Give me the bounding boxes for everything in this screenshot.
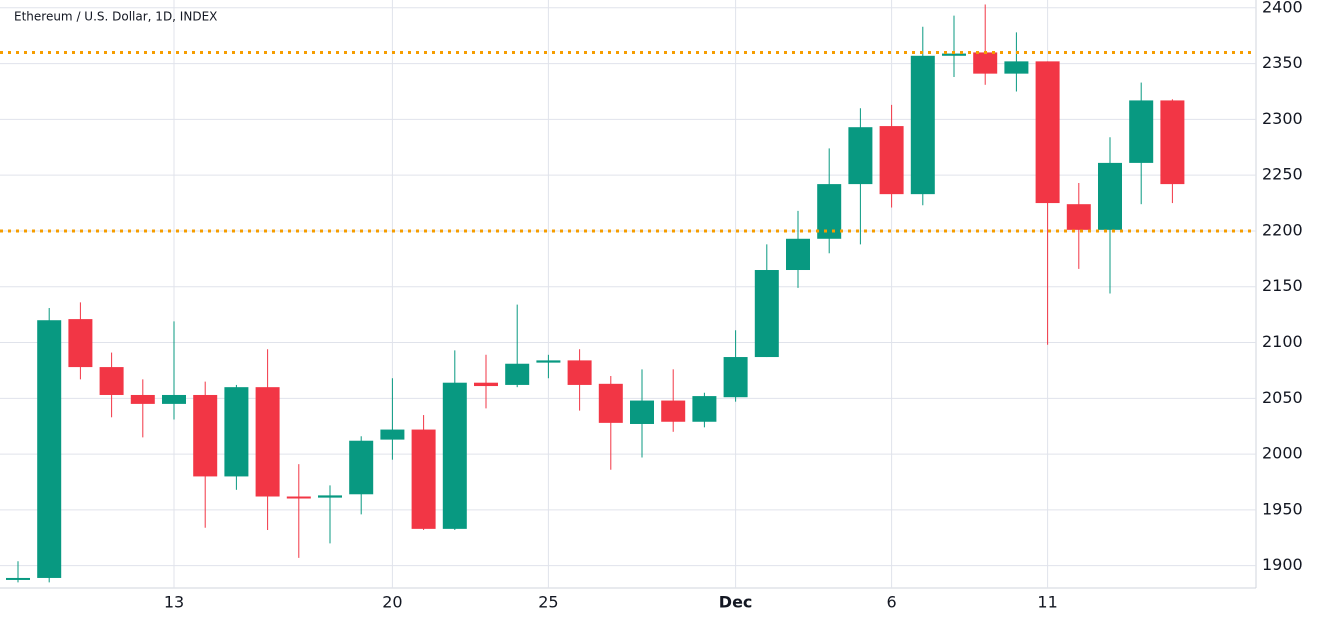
- candle-body: [224, 387, 249, 477]
- candle-body: [505, 363, 530, 385]
- candle-body: [193, 394, 218, 477]
- candle-body: [99, 367, 124, 395]
- candle-body: [567, 360, 592, 385]
- candle-body: [692, 396, 717, 422]
- candle-body: [942, 53, 966, 56]
- candle-body: [848, 127, 873, 185]
- candle-body: [879, 126, 904, 195]
- candle-body: [380, 429, 405, 440]
- y-tick-label: 2050: [1262, 388, 1303, 407]
- candle-body: [754, 270, 779, 358]
- candle-body: [286, 496, 311, 499]
- x-tick-label: 13: [164, 593, 184, 612]
- candle-body: [411, 429, 436, 529]
- candle-body: [1129, 100, 1154, 163]
- candle-body: [598, 383, 623, 423]
- candle-body: [973, 52, 998, 74]
- y-tick-label: 2200: [1262, 220, 1303, 239]
- x-tick-label: Dec: [719, 593, 753, 612]
- y-tick-label: 2000: [1262, 444, 1303, 463]
- candle-body: [723, 357, 748, 398]
- candle-body: [37, 320, 62, 578]
- candle-body: [536, 360, 561, 363]
- candle-body: [1066, 204, 1091, 230]
- y-tick-label: 1900: [1262, 555, 1303, 574]
- candle-body: [910, 55, 935, 195]
- candle-body: [817, 184, 842, 239]
- candle-body: [349, 440, 374, 495]
- candle-body: [442, 382, 467, 529]
- candle-body: [1160, 100, 1185, 185]
- x-tick-label: 6: [887, 593, 897, 612]
- y-tick-label: 1950: [1262, 499, 1303, 518]
- candle-body: [130, 394, 155, 404]
- candle-body: [162, 394, 186, 404]
- candle-body: [318, 495, 342, 498]
- candle-body: [6, 577, 30, 580]
- candle-body: [630, 400, 654, 424]
- candle-body: [786, 238, 810, 271]
- y-tick-label: 2400: [1262, 0, 1303, 16]
- x-tick-label: 20: [382, 593, 402, 612]
- candle-body: [1098, 162, 1122, 230]
- y-tick-label: 2250: [1262, 165, 1303, 184]
- y-tick-label: 2100: [1262, 332, 1303, 351]
- x-tick-label: 25: [538, 593, 558, 612]
- candle-body: [255, 387, 280, 497]
- y-tick-label: 2300: [1262, 109, 1303, 128]
- chart-title: Ethereum / U.S. Dollar, 1D, INDEX: [14, 10, 217, 24]
- candle-body: [474, 382, 498, 387]
- x-tick-label: 11: [1037, 593, 1057, 612]
- candle-body: [1035, 61, 1060, 204]
- y-tick-label: 2150: [1262, 276, 1303, 295]
- candle-body: [68, 319, 93, 368]
- y-tick-label: 2350: [1262, 53, 1303, 72]
- candle-body: [1004, 61, 1029, 74]
- candle-body: [661, 400, 686, 422]
